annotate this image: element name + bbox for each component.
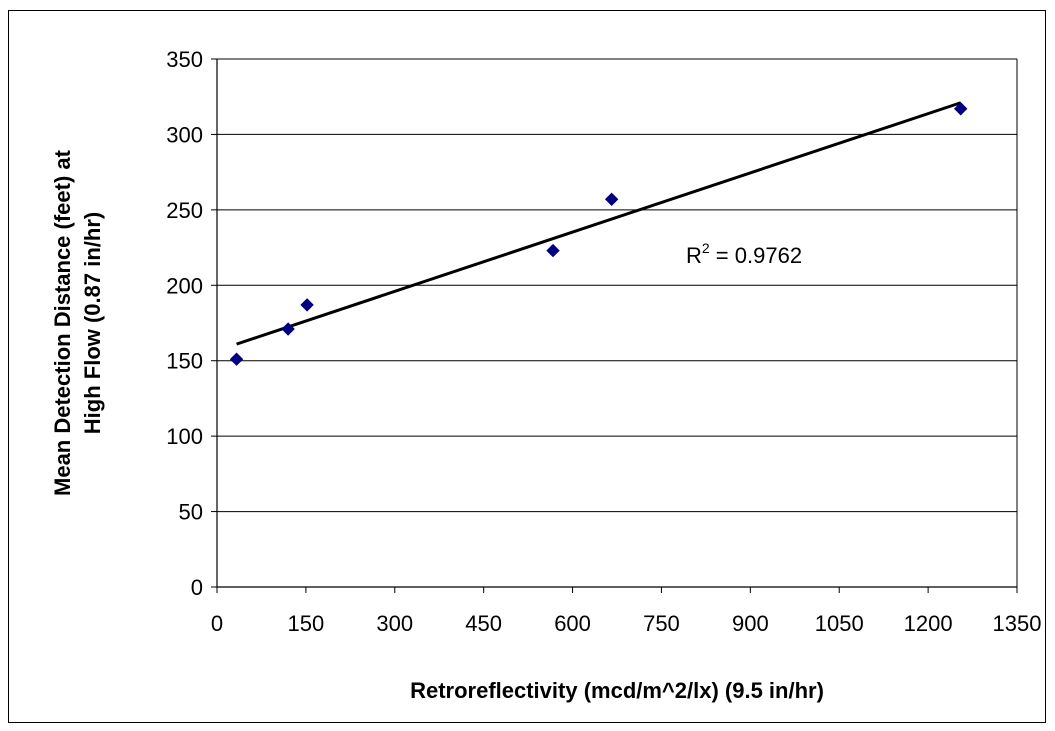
x-tick-label-600: 600 — [554, 611, 591, 636]
data-point-4 — [604, 192, 619, 207]
x-tick-label-750: 750 — [643, 611, 680, 636]
chart-frame — [8, 10, 1046, 723]
x-tick-label-1050: 1050 — [815, 611, 864, 636]
y-axis-title: Mean Detection Distance (feet) at High F… — [50, 149, 105, 496]
y-axis-title-line-1: Mean Detection Distance (feet) at — [50, 149, 75, 496]
y-tick-label-100: 100 — [166, 424, 203, 449]
x-tick-label-150: 150 — [288, 611, 325, 636]
r-squared-superscript: 2 — [702, 240, 710, 256]
r-squared-annotation: R2 = 0.9762 — [686, 240, 802, 268]
y-tick-label-300: 300 — [166, 122, 203, 147]
axes — [211, 58, 1018, 593]
y-tick-label-200: 200 — [166, 273, 203, 298]
trendline-group — [236, 101, 962, 346]
y-axis-title-line-2: High Flow (0.87 in/hr) — [80, 212, 105, 434]
x-tick-label-450: 450 — [465, 611, 502, 636]
y-tick-label-50: 50 — [179, 500, 203, 525]
data-point-5 — [953, 102, 968, 116]
x-tick-label-1200: 1200 — [904, 611, 953, 636]
x-axis-title: Retroreflectivity (mcd/m^2/lx) (9.5 in/h… — [410, 678, 824, 703]
data-point-2 — [300, 298, 314, 312]
y-tick-label-0: 0 — [191, 575, 203, 600]
data-points — [229, 102, 968, 366]
gridlines — [217, 58, 1017, 513]
data-point-0 — [229, 352, 244, 366]
x-tick-label-1350: 1350 — [993, 611, 1042, 636]
r-squared-value: = 0.9762 — [710, 243, 802, 268]
r-squared-prefix: R — [686, 243, 702, 268]
x-tick-label-0: 0 — [211, 611, 223, 636]
y-tick-label-150: 150 — [166, 349, 203, 374]
data-point-3 — [546, 243, 560, 258]
y-tick-label-350: 350 — [166, 47, 203, 72]
data-point-1 — [281, 322, 295, 336]
trendline — [236, 101, 962, 346]
y-tick-labels: 0 50 100 150 200 250 300 350 — [166, 47, 203, 600]
x-tick-labels: 0 150 300 450 600 750 900 1050 1200 1350 — [211, 611, 1042, 636]
x-tick-label-300: 300 — [376, 611, 413, 636]
x-tick-label-900: 900 — [732, 611, 769, 636]
y-tick-label-250: 250 — [166, 198, 203, 223]
